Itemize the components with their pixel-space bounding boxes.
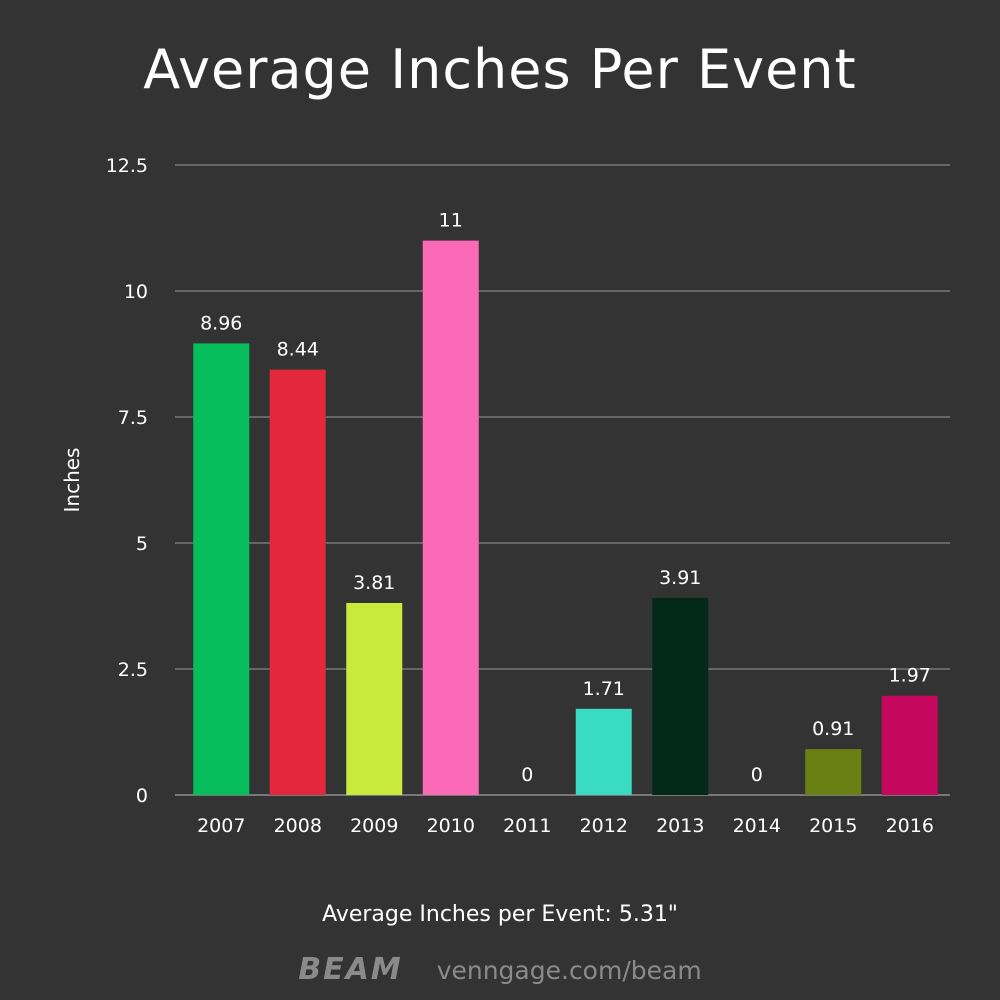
- y-axis-label: Inches: [60, 448, 84, 513]
- average-note: Average Inches per Event: 5.31": [322, 902, 678, 927]
- x-tick-label: 2015: [809, 815, 857, 837]
- bar-2008: [269, 369, 326, 795]
- bar-value-label: 3.91: [659, 567, 701, 589]
- bar-value-label: 0.91: [812, 718, 854, 740]
- bar-value-label: 1.97: [889, 665, 931, 687]
- chart-title: Average Inches Per Event: [143, 38, 857, 101]
- x-tick-label: 2009: [350, 815, 398, 837]
- x-tick-label: 2010: [427, 815, 475, 837]
- bar-value-label: 8.96: [200, 312, 242, 334]
- bar-2009: [346, 602, 403, 795]
- bar-2007: [193, 343, 250, 795]
- x-tick-label: 2014: [733, 815, 781, 837]
- y-tick-label: 7.5: [118, 407, 148, 429]
- x-tick-label: 2008: [274, 815, 322, 837]
- bar-value-label: 0: [751, 764, 763, 786]
- bar-2015: [805, 749, 862, 795]
- bar-2016: [881, 695, 938, 795]
- y-tick-label: 2.5: [118, 659, 148, 681]
- x-tick-label: 2007: [197, 815, 245, 837]
- brand-url: venngage.com/beam: [436, 956, 702, 985]
- x-tick-label: 2016: [886, 815, 934, 837]
- bar-value-labels: 8.96 8.44 3.81 11 0 1.71 3.91 0 0.91 1.97: [200, 210, 931, 786]
- y-tick-label: 12.5: [106, 155, 148, 177]
- bar-value-label: 0: [521, 764, 533, 786]
- y-tick-label: 5: [136, 533, 148, 555]
- x-tick-label: 2012: [580, 815, 628, 837]
- bar-2012: [575, 708, 632, 795]
- bars: [193, 240, 938, 796]
- x-axis-ticks: 2007 2008 2009 2010 2011 2012 2013 2014 2015 2016: [197, 815, 934, 837]
- y-tick-label: 10: [124, 281, 148, 303]
- y-axis-ticks: 0 2.5 5 7.5 10 12.5: [106, 155, 148, 807]
- bar-value-label: 8.44: [277, 339, 319, 361]
- x-tick-label: 2011: [503, 815, 551, 837]
- y-tick-label: 0: [136, 785, 148, 807]
- branding: BEAM venngage.com/beam: [0, 952, 1000, 987]
- bar-value-label: 3.81: [353, 572, 395, 594]
- bar-value-label: 1.71: [583, 678, 625, 700]
- bar-2010: [422, 240, 479, 796]
- x-tick-label: 2013: [656, 815, 704, 837]
- bar-2013: [652, 597, 709, 795]
- beam-logo: BEAM: [298, 952, 403, 987]
- bar-value-label: 11: [439, 210, 463, 232]
